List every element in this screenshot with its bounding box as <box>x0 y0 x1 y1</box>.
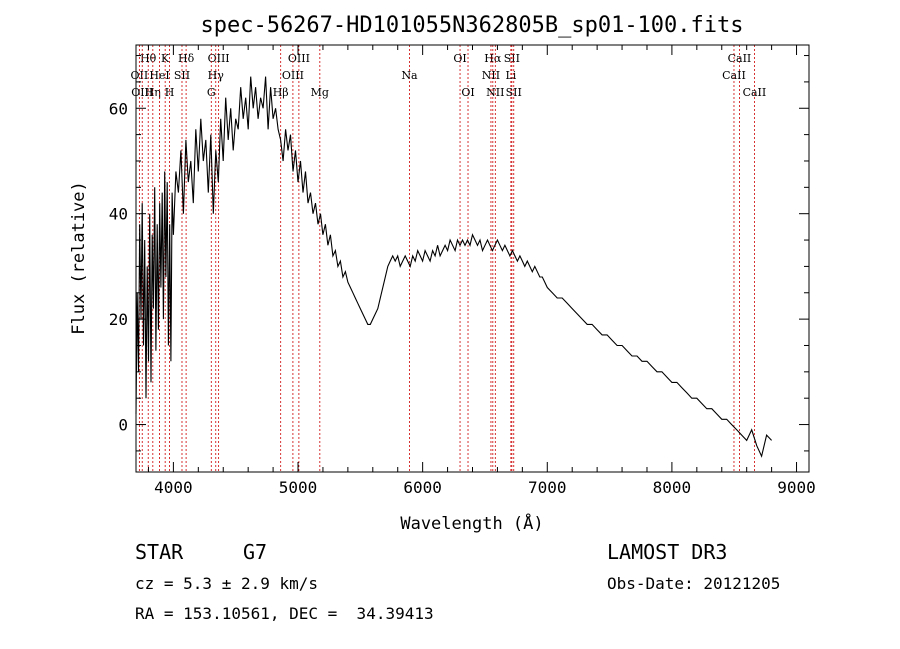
spectral-line-label: HeI <box>149 69 169 82</box>
spectral-line-label: NII <box>482 69 500 82</box>
y-tick-label: 60 <box>109 99 128 118</box>
x-tick-label: 5000 <box>279 478 318 497</box>
x-tick-label: 4000 <box>154 478 193 497</box>
redshift-cz: cz = 5.3 ± 2.9 km/s <box>135 574 319 593</box>
chart-title: spec-56267-HD101055N362805B_sp01-100.fit… <box>200 13 743 38</box>
x-tick-label: 9000 <box>777 478 816 497</box>
spectral-line-label: SII <box>504 52 520 65</box>
spectrum-line <box>135 76 773 458</box>
survey-name: LAMOST DR3 <box>607 540 728 564</box>
spectral-line-label: H <box>165 86 175 99</box>
spectral-line-label: CaII <box>743 86 767 99</box>
y-axis-ticks: 0 20 40 60 <box>109 55 809 452</box>
spectral-line-label: OIII <box>282 69 304 82</box>
spectral-line-label: SII <box>506 86 522 99</box>
x-axis-ticks: 4000 5000 6000 7000 8000 9000 <box>147 45 816 497</box>
spectral-line-label: OII <box>131 69 149 82</box>
spectral-line-label: Na <box>401 69 418 82</box>
spectral-line-label: Hγ <box>208 69 225 82</box>
spectral-line-label: Hα <box>484 52 502 65</box>
plot-frame <box>135 44 810 473</box>
spectral-line-label: Hη <box>145 86 161 99</box>
spectral-line-label: CaII <box>728 52 752 65</box>
observation-date: Obs-Date: 20121205 <box>607 574 781 593</box>
spectral-line-label: G <box>207 86 216 99</box>
y-tick-label: 0 <box>118 416 128 435</box>
spectral-line-label: CaII <box>722 69 746 82</box>
spectral-line-label: K <box>161 52 170 65</box>
spectral-line-label: NII <box>486 86 504 99</box>
spectral-line-label: Hδ <box>178 52 195 65</box>
spectral-line-label: OI <box>461 86 474 99</box>
y-tick-label: 20 <box>109 310 128 329</box>
spectral-line-label: Li <box>505 69 516 82</box>
x-axis-label: Wavelength (Å) <box>400 512 543 534</box>
spectral-line-label: Hβ <box>273 86 289 99</box>
x-tick-label: 6000 <box>403 478 442 497</box>
spectral-line-label: OIII <box>288 52 310 65</box>
ra-dec: RA = 153.10561, DEC = 34.39413 <box>135 604 434 623</box>
x-tick-label: 8000 <box>653 478 692 497</box>
spectral-line-label: Mg <box>311 86 329 99</box>
spectral-line-label: OIII <box>131 86 153 99</box>
object-class: STAR <box>135 540 184 564</box>
spectral-line-label: SII <box>174 69 190 82</box>
x-tick-label: 7000 <box>528 478 567 497</box>
object-subclass: G7 <box>243 540 268 564</box>
y-tick-label: 40 <box>109 205 128 224</box>
y-axis-label: Flux (relative) <box>69 181 89 335</box>
spectral-line-label: OI <box>453 52 466 65</box>
spectral-line-label: OIII <box>208 52 230 65</box>
